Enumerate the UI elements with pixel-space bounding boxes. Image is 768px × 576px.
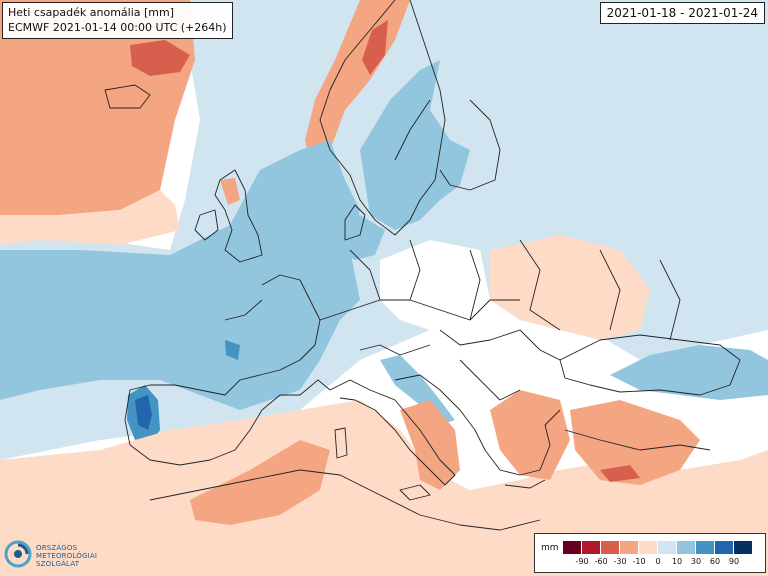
anomaly-field-dry-mid-turkey — [570, 400, 700, 485]
anomaly-field-wet-strong-france — [225, 340, 240, 360]
omsz-swirl-logo-icon — [4, 540, 32, 568]
anomaly-field-dry-mid-africa — [190, 440, 330, 525]
legend-swatch — [658, 541, 677, 554]
legend-tick-label: 90 — [728, 557, 740, 566]
anomaly-field-dry-strong-turkey — [600, 465, 640, 482]
model-run-info: ECMWF 2021-01-14 00:00 UTC (+264h) — [8, 21, 227, 34]
legend-swatch — [601, 541, 620, 554]
map-title: Heti csapadék anomália [mm] — [8, 6, 175, 19]
legend-tick-label: 0 — [655, 557, 661, 566]
legend-swatch — [715, 541, 734, 554]
anomaly-field-dry-mid-uk — [220, 178, 240, 205]
anomaly-field-dry-light-south — [0, 400, 768, 576]
legend-tick-label: -90 — [575, 557, 589, 566]
legend-unit: mm — [541, 543, 559, 553]
legend-ticks: -90 -60 -30 -10 0 10 30 60 90 — [563, 557, 763, 569]
anomaly-field-dry-mid-greece — [490, 390, 570, 480]
anomaly-field-wet-mid-baltic — [330, 215, 385, 260]
legend-swatches — [563, 541, 753, 554]
date-range-box: 2021-01-18 - 2021-01-24 — [599, 2, 765, 24]
anomaly-field-neutral-central — [380, 240, 490, 330]
legend-swatch — [563, 541, 582, 554]
anomaly-field-dry-light-atlantic — [0, 190, 180, 245]
legend-swatch — [734, 541, 753, 554]
map-title-box: Heti csapadék anomália [mm] ECMWF 2021-0… — [2, 2, 233, 39]
anomaly-field-dry-strong-atlantic — [130, 40, 190, 76]
coastlines-and-borders — [104, 0, 741, 531]
legend-tick-label: -30 — [613, 557, 627, 566]
anomaly-field-wet-very-iberia — [135, 395, 152, 430]
legend-swatch — [620, 541, 639, 554]
logo-text-line1: ORSZÁGOS — [36, 544, 78, 552]
logo-text-line3: SZOLGÁLAT — [36, 560, 80, 568]
legend-tick-label: 30 — [690, 557, 702, 566]
anomaly-field-wet-mid-west — [0, 140, 360, 410]
legend-swatch — [677, 541, 696, 554]
color-legend: mm -90 -60 -30 -10 0 10 30 60 90 — [534, 533, 766, 573]
legend-tick-label: -10 — [632, 557, 646, 566]
anomaly-field-wet-mid-blacksea — [610, 345, 768, 400]
omsz-logo: ORSZÁGOS METEOROLÓGIAI SZOLGÁLAT — [4, 538, 100, 572]
legend-swatch — [582, 541, 601, 554]
legend-swatch — [696, 541, 715, 554]
legend-tick-label: 60 — [709, 557, 721, 566]
anomaly-field-dry-light-east — [490, 235, 650, 340]
anomaly-field-dry-strong-norway — [362, 20, 388, 75]
legend-tick-label: 10 — [671, 557, 683, 566]
legend-tick-label: -60 — [594, 557, 608, 566]
legend-swatch — [639, 541, 658, 554]
anomaly-field-wet-mid-scandinavia — [360, 60, 470, 230]
logo-text-line2: METEOROLÓGIAI — [36, 552, 98, 560]
